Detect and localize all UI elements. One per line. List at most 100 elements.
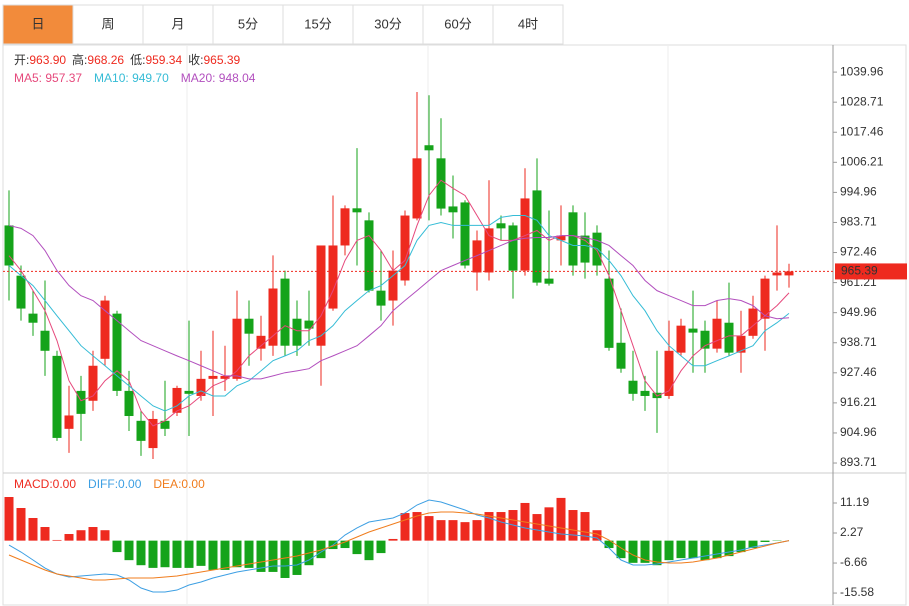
candle-body	[220, 375, 230, 379]
ohlc-info: 开:963.90 高:968.26 低:959.34 收:965.39	[14, 52, 241, 67]
legend-value: 0.00	[53, 477, 77, 491]
macd-bar	[580, 512, 590, 541]
candle-body	[388, 270, 398, 301]
candle-body	[412, 158, 422, 219]
macd-bar	[184, 540, 194, 568]
candle-body	[460, 202, 470, 266]
tab-bg[interactable]	[2, 4, 74, 45]
legend-name: MA10:	[94, 71, 132, 85]
y-tick-label: 927.46	[840, 365, 877, 379]
candle-body	[316, 245, 326, 346]
candle-body	[340, 208, 350, 246]
tab-bg[interactable]	[352, 4, 424, 45]
candle-body	[616, 342, 626, 369]
y-tick-label: 1017.46	[840, 124, 884, 138]
y-tick-label: 983.71	[840, 215, 877, 229]
candle-body	[184, 390, 194, 394]
tab-label[interactable]: 周	[101, 16, 114, 31]
macd-bar	[760, 540, 770, 542]
candle-body	[160, 420, 170, 429]
macd-bar	[28, 517, 38, 541]
macd-bar	[148, 540, 158, 568]
y-tick-label: 1028.71	[840, 94, 884, 108]
macd-bar	[412, 512, 422, 541]
macd-bar	[712, 540, 722, 559]
macd-bar	[16, 508, 26, 541]
tab-bg[interactable]	[282, 4, 354, 45]
y-tick-label: -6.66	[840, 555, 868, 569]
tab-label[interactable]: 30分	[374, 16, 401, 31]
macd-bar	[280, 540, 290, 578]
macd-bar	[244, 540, 254, 568]
macd-bar	[208, 540, 218, 570]
candle-body	[4, 225, 14, 266]
macd-bar	[196, 540, 206, 566]
macd-bar	[136, 540, 146, 566]
tab-bg[interactable]	[72, 4, 144, 45]
candle-body	[136, 420, 146, 441]
tab-label[interactable]: 日	[31, 16, 44, 31]
tab-label[interactable]: 4时	[518, 16, 538, 31]
candle-body	[328, 245, 338, 309]
y-tick-label: 949.96	[840, 305, 877, 319]
info-value: 965.39	[203, 53, 240, 67]
candle-body	[304, 320, 314, 329]
macd-bar	[484, 512, 494, 541]
frame	[2, 44, 907, 606]
candle-body	[172, 387, 182, 413]
macd-bar	[220, 540, 230, 570]
legend-name: MA5:	[14, 71, 45, 85]
ma-line	[8, 215, 790, 412]
candle-body	[784, 271, 794, 276]
tab-bar: 日 周 月 5分 15分 30分 60分 4时	[2, 4, 564, 45]
info-name: 开:	[14, 53, 29, 67]
candle-body	[556, 235, 566, 241]
macd-bar	[568, 510, 578, 541]
info-name: 收:	[188, 53, 203, 67]
candle-body	[376, 290, 386, 306]
candle-body	[256, 335, 266, 349]
ma-line	[8, 224, 790, 380]
y-tick-label: 1039.96	[840, 64, 884, 78]
tab-bg[interactable]	[492, 4, 564, 45]
macd-line	[8, 499, 790, 593]
candle-body	[244, 318, 254, 334]
tab-label[interactable]: 60分	[444, 16, 471, 31]
info-name: 高:	[72, 52, 87, 67]
macd-bar	[556, 497, 566, 541]
candle-body	[700, 330, 710, 349]
tab-label[interactable]: 月	[171, 16, 184, 31]
candle-body	[532, 190, 542, 283]
candle-body	[772, 272, 782, 276]
macd-bar	[172, 540, 182, 568]
candle-body	[712, 318, 722, 349]
candle-body	[64, 415, 74, 429]
y-tick-label: 893.71	[840, 455, 877, 469]
candle-body	[628, 380, 638, 394]
y-tick-label: 938.71	[840, 335, 877, 349]
macd-bar	[400, 513, 410, 541]
candle-body	[268, 288, 278, 346]
macd-bar	[724, 540, 734, 557]
candle-body	[508, 225, 518, 271]
tab-bg[interactable]	[142, 4, 214, 45]
candle-body	[580, 235, 590, 263]
macd-bar	[448, 520, 458, 541]
macd-bar	[292, 540, 302, 575]
info-value: 968.26	[87, 53, 124, 67]
tab-label[interactable]: 15分	[304, 16, 331, 31]
candle-body	[496, 223, 506, 229]
macd-bar	[76, 530, 86, 541]
macd-bar	[352, 540, 362, 555]
tab-bg[interactable]	[422, 4, 494, 45]
macd-bar	[472, 520, 482, 541]
macd-bar	[664, 540, 674, 561]
legend-name: MA20:	[181, 71, 219, 85]
candle-body	[664, 350, 674, 396]
y-tick-label: 1006.21	[840, 154, 884, 168]
price-panel: 1039.96 1028.71 1017.46 1006.21 994.96 983.71…	[3, 64, 907, 469]
y-tick-label: 972.46	[840, 245, 877, 259]
tab-label[interactable]: 5分	[238, 16, 258, 31]
macd-bar	[676, 540, 686, 559]
candle-body	[472, 240, 482, 273]
